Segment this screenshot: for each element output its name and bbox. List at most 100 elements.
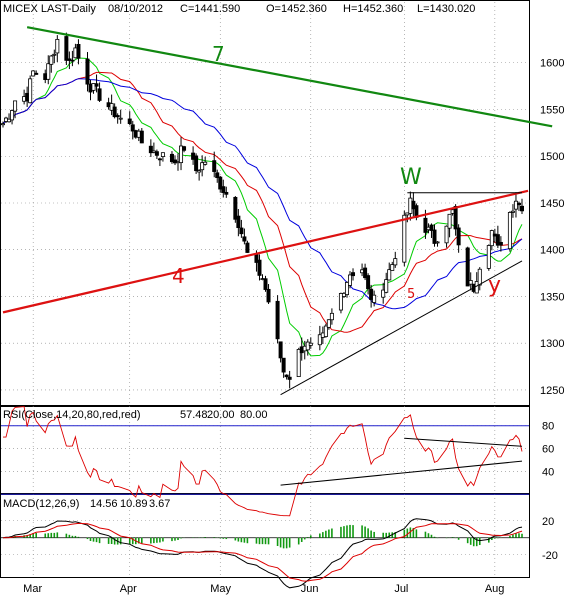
price-tick-label: 1600	[540, 58, 564, 70]
candle-body	[179, 145, 184, 164]
price-low: L=1430.020	[417, 3, 475, 15]
price-tick-label: 1500	[540, 151, 564, 163]
trendline-y	[280, 260, 523, 396]
candle-body	[200, 162, 205, 171]
candle-body	[284, 374, 289, 378]
macd-legend-macd: 14.56	[90, 498, 118, 510]
rsi-legend-name: RSI(Close,14,20,80,red,red)	[3, 409, 141, 421]
trendlines	[2, 26, 553, 396]
candle-body	[76, 43, 81, 59]
candle-body	[444, 225, 449, 244]
trendline-4	[2, 189, 529, 314]
candle-body	[432, 229, 437, 244]
rsi-legend-value: 57.48	[180, 409, 208, 421]
candle-body	[160, 152, 165, 157]
candle-body	[326, 319, 331, 328]
wave-label-y: y	[488, 273, 501, 298]
candle-body	[486, 245, 491, 269]
candle-body	[381, 289, 386, 298]
price-tick-label: 1550	[540, 104, 564, 116]
rsi-grid	[1, 425, 529, 495]
candle-body	[239, 227, 244, 235]
price-tick-label: 1250	[540, 385, 564, 397]
candle-body	[182, 146, 187, 151]
candle-body	[468, 280, 473, 285]
candle-body	[495, 234, 500, 246]
month-tick-label: Mar	[23, 583, 42, 595]
price-date: 08/10/2012	[108, 3, 163, 15]
candle-body	[507, 212, 512, 250]
rsi-legend-lower: 20.00	[207, 409, 235, 421]
x-axis: Mar Apr May Jun Jul Aug	[23, 583, 504, 595]
candle-body	[169, 153, 174, 163]
candle-body	[10, 110, 15, 121]
macd-tick-label: -20	[542, 550, 558, 562]
candle-body	[351, 272, 356, 277]
trendline-7	[26, 26, 553, 128]
rsi-tick-label: 40	[542, 466, 554, 478]
candle-body	[112, 106, 117, 118]
candle-body	[46, 63, 51, 80]
candle-body	[224, 191, 229, 195]
candle-body	[281, 357, 286, 373]
price-tick-label: 1350	[540, 291, 564, 303]
price-open: O=1452.360	[266, 3, 327, 15]
candle-body	[435, 241, 440, 244]
rsi-tick-label: 60	[542, 444, 554, 456]
candle-body	[305, 341, 310, 351]
wave-label-5: 5	[407, 287, 415, 302]
month-tick-label: Apr	[120, 583, 137, 595]
y-axis: 1250 1300 1350 1400 1450 1500 1550 1600 40 60 80 -2…	[540, 58, 564, 562]
candle-body	[344, 282, 349, 296]
ma-mid-line	[2, 71, 523, 333]
rsi-line	[3, 406, 523, 517]
macd-elements	[2, 518, 523, 589]
candle-body	[323, 325, 328, 338]
candle-body	[516, 202, 521, 206]
candle-body	[236, 215, 241, 229]
candle-body	[266, 288, 271, 303]
candle-body	[278, 341, 283, 359]
candle-body	[405, 212, 410, 216]
candle-body	[384, 279, 389, 293]
candle-body	[52, 53, 57, 56]
candle-body	[453, 205, 458, 230]
wave-label-w: W	[400, 165, 422, 190]
macd-legend-name: MACD(12,26,9)	[3, 498, 79, 510]
candle-body	[429, 224, 434, 231]
macd-line	[2, 518, 523, 589]
candle-body	[212, 160, 217, 172]
candle-body	[520, 205, 525, 212]
candle-body	[245, 242, 250, 253]
month-tick-label: Jun	[301, 583, 319, 595]
candle-body	[465, 247, 470, 287]
candle-body	[317, 334, 322, 346]
candle-body	[215, 172, 220, 179]
ma-fast-line	[2, 57, 523, 357]
candle-body	[393, 258, 398, 266]
price-high: H=1452.360	[343, 3, 403, 15]
candle-body	[287, 376, 292, 380]
candle-body	[197, 170, 202, 173]
candle-body	[390, 264, 395, 271]
candle-body	[372, 294, 377, 303]
rsi-trendline-upper	[404, 437, 523, 447]
candle-body	[127, 118, 132, 125]
candle-body	[387, 269, 392, 281]
candle-body	[34, 72, 39, 75]
candle-body	[296, 348, 301, 377]
price-title: MICEX LAST-Daily	[3, 3, 96, 15]
candle-body	[97, 88, 102, 101]
candle-body	[366, 275, 371, 290]
rsi-legend-upper: 80.00	[240, 409, 268, 421]
candle-body	[7, 118, 12, 123]
candle-body	[91, 83, 96, 91]
candle-body	[154, 151, 159, 156]
macd-tick-label: 20	[542, 516, 554, 528]
candle-body	[94, 83, 99, 87]
candle-body	[115, 115, 120, 118]
candle-body	[275, 300, 280, 340]
candle-body	[85, 58, 90, 85]
candle-body	[447, 213, 452, 229]
